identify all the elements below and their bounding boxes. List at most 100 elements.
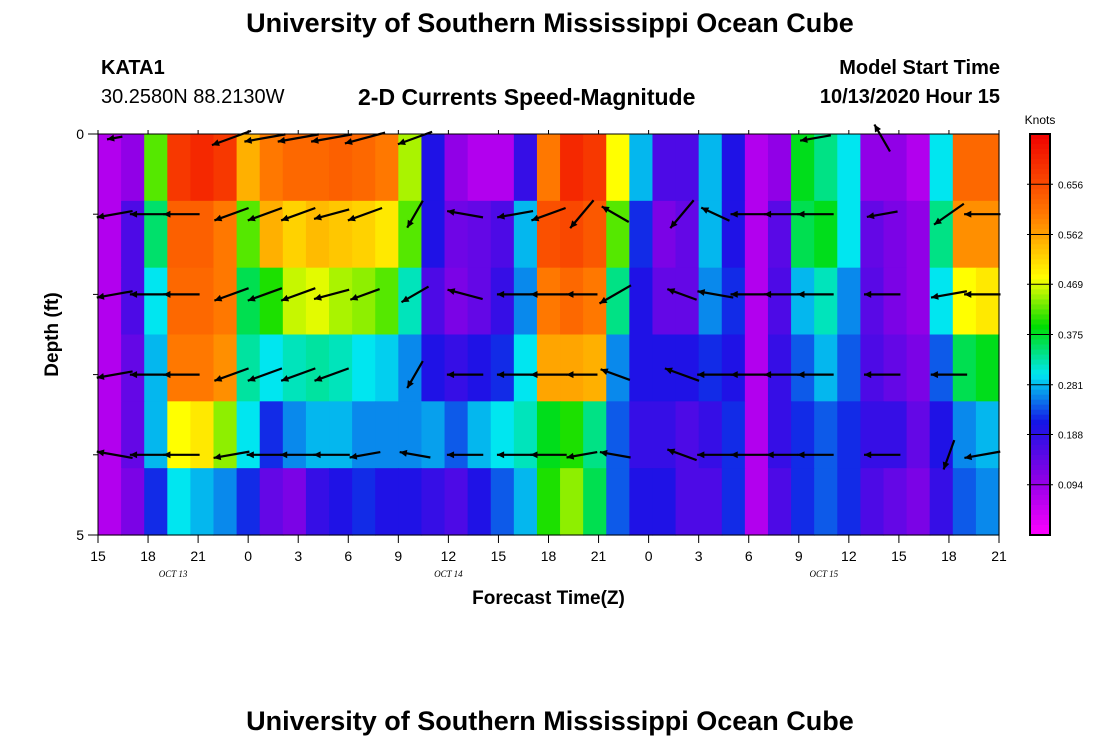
heatmap-cell xyxy=(98,468,122,536)
heatmap-cell xyxy=(675,267,700,336)
current-vector xyxy=(666,448,698,462)
heatmap-cell xyxy=(560,134,584,202)
current-vector xyxy=(280,367,316,382)
heatmap-cell xyxy=(791,468,815,536)
current-vector xyxy=(447,288,483,301)
heatmap-cell xyxy=(652,134,677,202)
heatmap-cell xyxy=(444,468,469,536)
current-vector xyxy=(214,287,249,302)
heatmap-cell xyxy=(352,334,376,402)
current-vector xyxy=(314,367,350,382)
heatmap-cell xyxy=(606,267,630,336)
heatmap-cell xyxy=(952,401,977,469)
heatmap-cell xyxy=(190,134,215,202)
current-vector xyxy=(96,449,133,460)
current-vector xyxy=(496,451,534,459)
colorbar-band xyxy=(1030,339,1050,346)
colorbar-band xyxy=(1030,239,1050,245)
current-vector xyxy=(211,129,252,147)
current-vector xyxy=(247,367,283,382)
colorbar-band xyxy=(1030,374,1050,381)
colorbar-tick-label: 0.656 xyxy=(1058,180,1083,191)
heatmap-cell xyxy=(444,200,469,269)
colorbar-band xyxy=(1030,139,1050,145)
heatmap-cell xyxy=(536,200,561,269)
heatmap-cell xyxy=(467,468,492,536)
heatmap-cell xyxy=(629,200,654,269)
heatmap-cell xyxy=(444,401,469,469)
heatmap-cell xyxy=(375,334,399,402)
heatmap-cell xyxy=(213,334,238,402)
heatmap-cell xyxy=(583,334,607,402)
heatmap-cell xyxy=(375,468,399,536)
heatmap-cell xyxy=(652,267,677,336)
current-vector xyxy=(163,290,200,298)
heatmap-cell xyxy=(652,200,677,269)
heatmap-cell xyxy=(167,401,192,469)
heatmap-cell xyxy=(190,200,215,269)
colorbar-band xyxy=(1030,524,1050,531)
heatmap-cell xyxy=(444,334,469,402)
current-vector xyxy=(349,288,380,301)
colorbar-band xyxy=(1030,279,1050,285)
current-vector xyxy=(797,451,834,459)
heatmap-cell xyxy=(814,401,838,469)
colorbar-band xyxy=(1030,214,1050,220)
heatmap-cell xyxy=(560,267,584,336)
heatmap-cell xyxy=(583,267,607,336)
current-vector xyxy=(163,210,200,218)
heatmap-cell xyxy=(814,134,838,202)
heatmap-cell xyxy=(767,334,792,402)
heatmap-cell xyxy=(421,334,446,402)
heatmap-cell xyxy=(536,334,561,402)
heatmap-cell xyxy=(698,468,723,536)
colorbar-band xyxy=(1030,359,1050,366)
heatmap-cell xyxy=(744,267,769,336)
heatmap-cell xyxy=(98,134,122,202)
current-vector xyxy=(873,123,891,153)
colorbar-band xyxy=(1030,264,1050,270)
heatmap-cell xyxy=(814,334,838,402)
colorbar-band xyxy=(1030,184,1050,190)
colorbar-band xyxy=(1030,469,1050,476)
colorbar-band xyxy=(1030,299,1050,305)
current-vector xyxy=(244,133,286,144)
heatmap-cell xyxy=(259,200,284,269)
heatmap-cell xyxy=(329,334,353,402)
current-vector xyxy=(406,360,424,389)
colorbar-band xyxy=(1030,269,1050,275)
heatmap-cell xyxy=(190,468,215,536)
x-tick-label: 18 xyxy=(541,548,557,564)
colorbar-band xyxy=(1030,259,1050,265)
current-vector xyxy=(399,449,431,459)
colorbar-tick-label: 0.094 xyxy=(1058,481,1083,492)
current-vector xyxy=(531,206,566,222)
current-vector xyxy=(700,206,730,222)
y-tick-label: 0 xyxy=(76,126,84,142)
current-vector xyxy=(864,371,901,379)
heatmap-cell xyxy=(606,334,630,402)
heatmap-cell xyxy=(721,200,746,269)
heatmap-cell xyxy=(513,134,538,202)
current-vector xyxy=(280,451,317,459)
heatmap-cell xyxy=(814,267,838,336)
heatmap-cell xyxy=(213,468,238,536)
current-vector xyxy=(797,371,834,379)
heatmap-cell xyxy=(606,401,630,469)
current-vector xyxy=(864,290,901,298)
heatmap-cell xyxy=(398,401,423,469)
current-vector xyxy=(569,199,595,229)
heatmap-cell xyxy=(675,200,700,269)
current-vector xyxy=(96,209,133,220)
heatmap-cell xyxy=(467,134,492,202)
heatmap-cell xyxy=(906,200,931,269)
heatmap-cell xyxy=(352,401,376,469)
heatmap-cell xyxy=(236,468,261,536)
current-vector xyxy=(730,371,767,379)
heatmap-cell xyxy=(98,267,122,336)
heatmap-cell xyxy=(883,267,908,336)
current-vector xyxy=(247,206,283,222)
colorbar-band xyxy=(1030,464,1050,471)
current-vector xyxy=(530,290,567,298)
heatmap-cell xyxy=(190,401,215,469)
